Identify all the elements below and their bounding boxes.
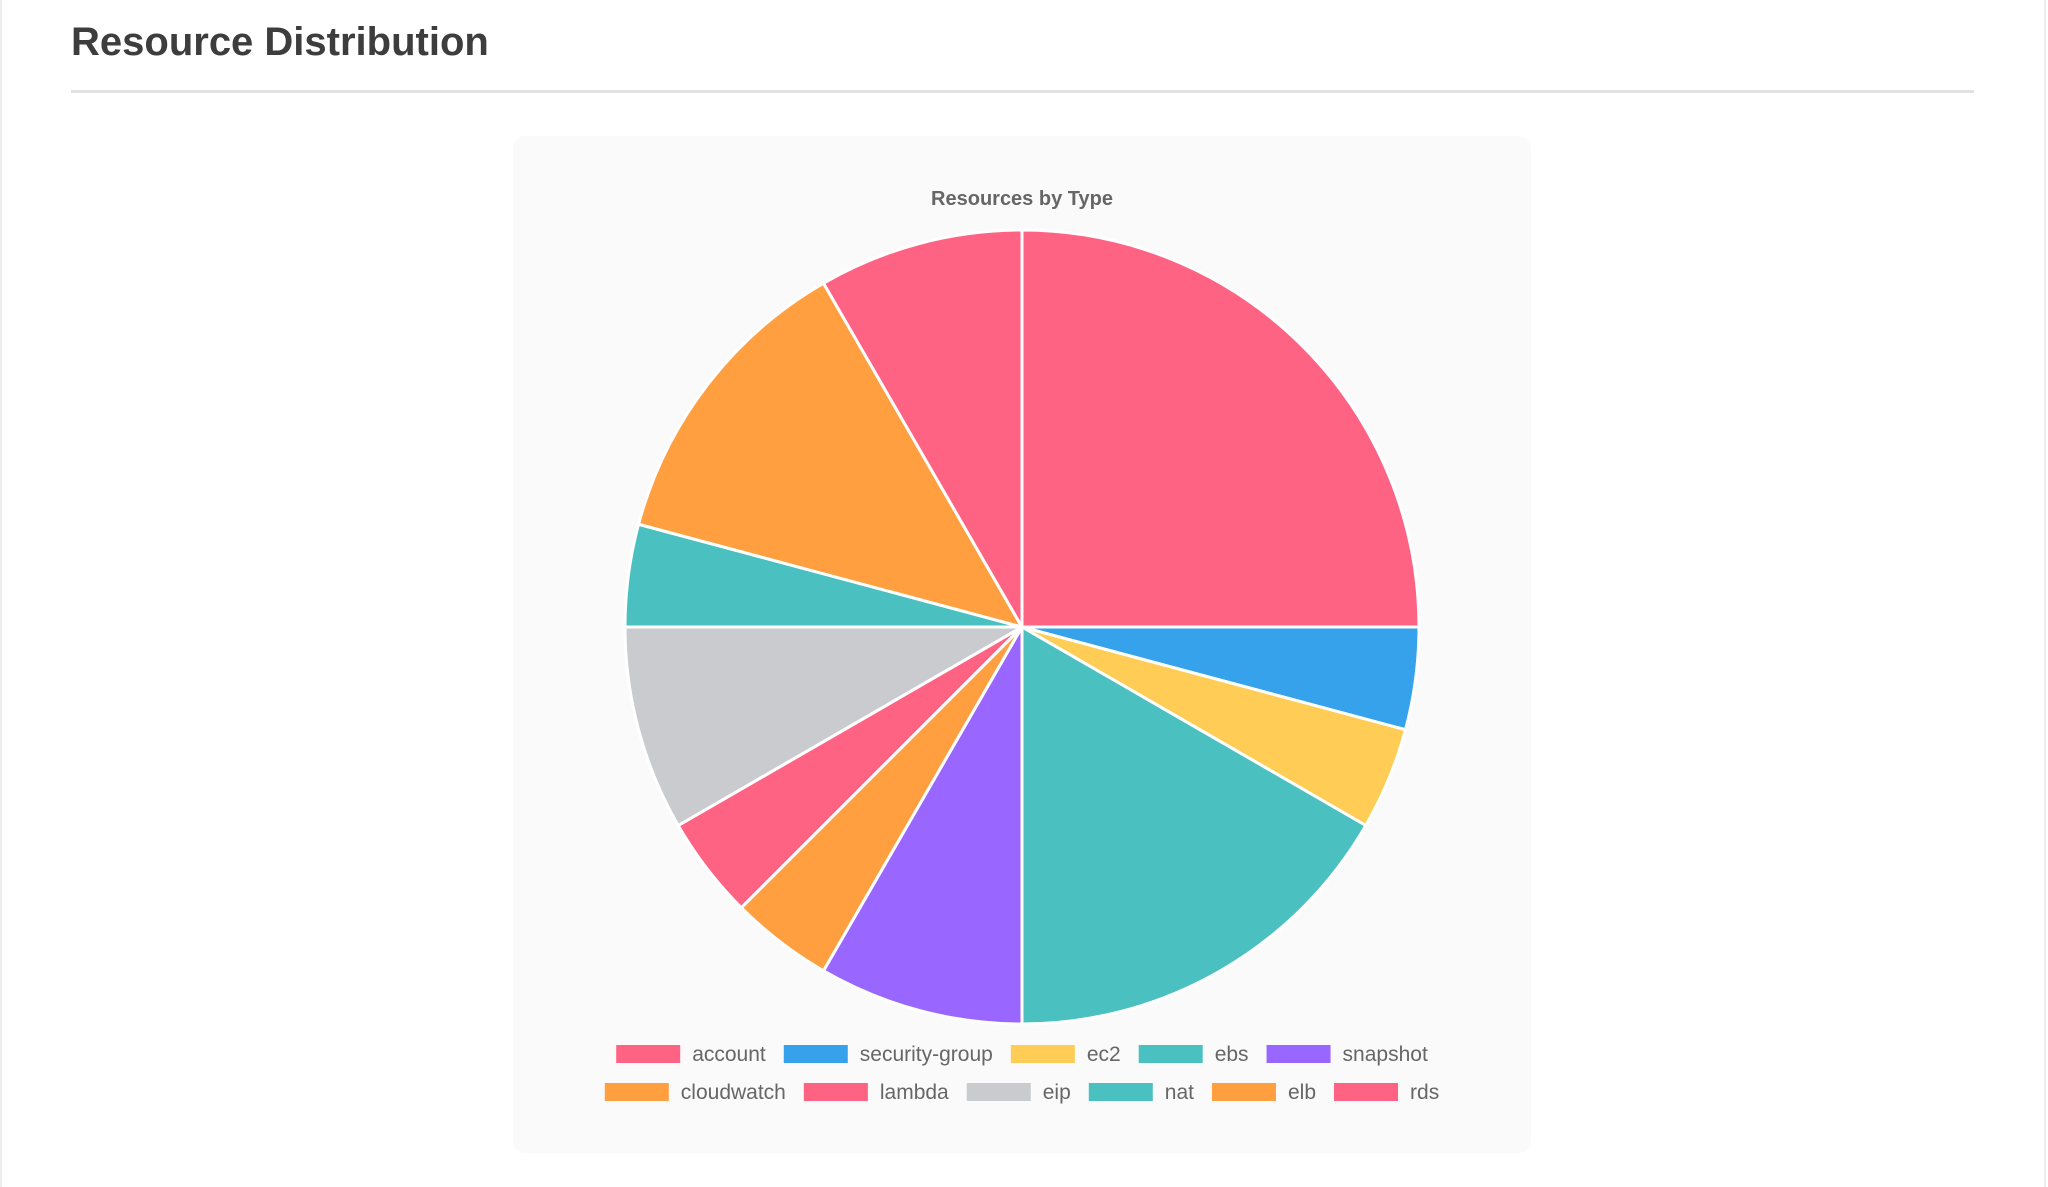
chart-legend: account security-group ec2 ebs snapshot cloud…	[604, 1043, 1439, 1104]
legend-swatch-security-group[interactable]	[783, 1045, 848, 1063]
legend-swatch-lambda[interactable]	[803, 1083, 868, 1101]
legend-label-lambda[interactable]: lambda	[880, 1081, 949, 1104]
legend-label-snapshot[interactable]: snapshot	[1343, 1043, 1428, 1066]
pie-slice-snapshot[interactable]	[822, 625, 1024, 1026]
legend-label-ebs[interactable]: ebs	[1215, 1043, 1249, 1066]
legend-swatch-ebs[interactable]	[1138, 1045, 1203, 1063]
legend-swatch-eip[interactable]	[966, 1083, 1031, 1101]
pie-chart[interactable]: Resources by Type account security-group e…	[513, 136, 1531, 1153]
chart-title: Resources by Type	[931, 188, 1113, 210]
pie-slice-rds[interactable]	[822, 228, 1024, 629]
chart-card: Resources by Type account security-group e…	[513, 136, 1531, 1153]
legend-label-security-group[interactable]: security-group	[860, 1043, 993, 1066]
legend-swatch-snapshot[interactable]	[1266, 1045, 1331, 1063]
legend-swatch-ec2[interactable]	[1010, 1045, 1075, 1063]
legend-label-ec2[interactable]: ec2	[1087, 1043, 1121, 1066]
section-title: Resource Distribution	[71, 20, 489, 64]
legend-swatch-account[interactable]	[616, 1045, 681, 1063]
pie-slice-elb[interactable]	[637, 281, 1024, 629]
legend-swatch-nat[interactable]	[1088, 1083, 1153, 1101]
legend-label-eip[interactable]: eip	[1043, 1081, 1071, 1104]
pie-slice-eip[interactable]	[623, 625, 1024, 827]
legend-swatch-elb[interactable]	[1211, 1083, 1276, 1101]
pie-slice-ebs[interactable]	[1020, 625, 1368, 1026]
legend-label-nat[interactable]: nat	[1165, 1081, 1194, 1104]
title-divider	[71, 90, 1974, 93]
legend-swatch-rds[interactable]	[1334, 1083, 1399, 1101]
legend-label-elb[interactable]: elb	[1288, 1081, 1316, 1104]
legend-label-account[interactable]: account	[692, 1043, 766, 1066]
legend-label-cloudwatch[interactable]: cloudwatch	[681, 1081, 786, 1104]
legend-swatch-cloudwatch[interactable]	[604, 1083, 669, 1101]
legend-label-rds[interactable]: rds	[1410, 1081, 1439, 1104]
pie-slices	[623, 228, 1421, 1026]
pie-slice-account[interactable]	[1020, 228, 1421, 629]
